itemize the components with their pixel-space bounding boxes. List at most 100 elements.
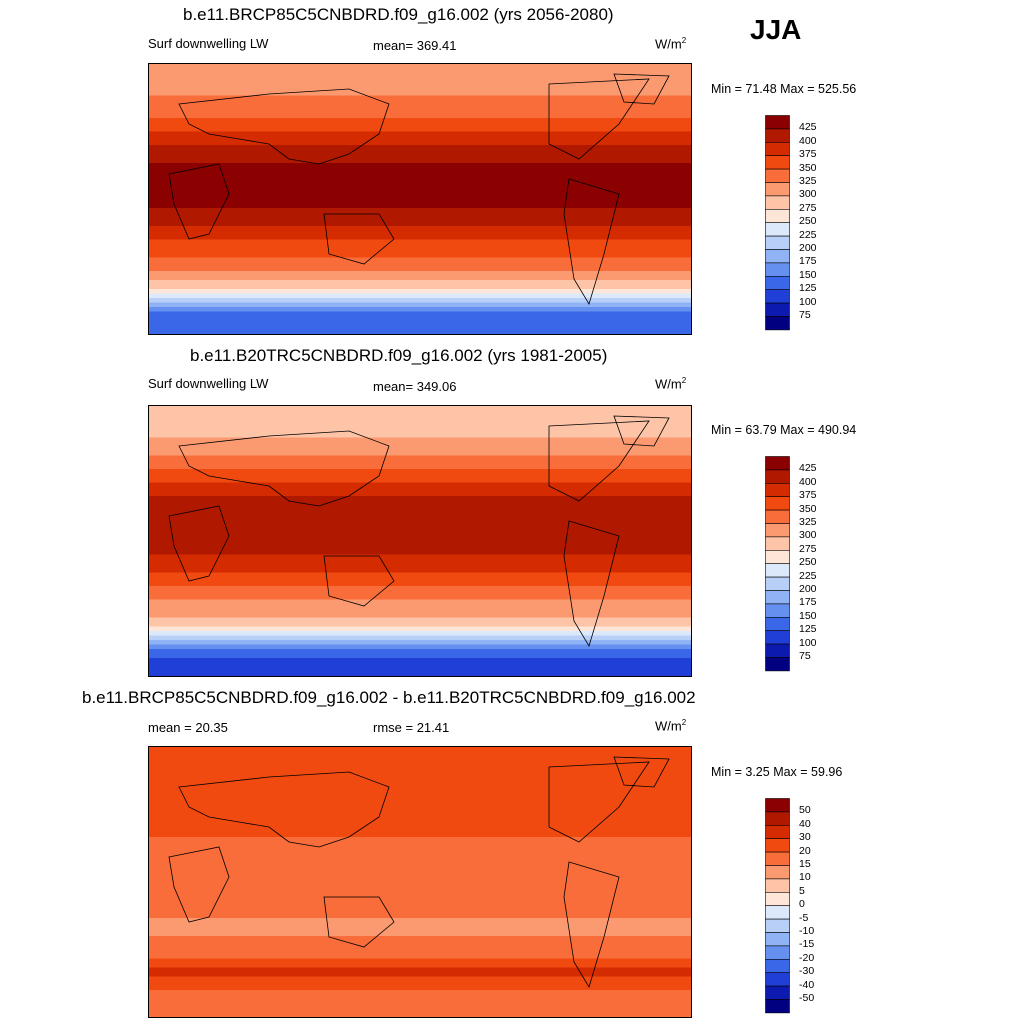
panel-1-zonal-band: [149, 217, 691, 223]
panel-3-zonal-band: [149, 765, 691, 771]
panel-1-colorbar-box: [765, 235, 790, 250]
panel-2-zonal-band: [149, 599, 691, 605]
panel-3-colorbar-label: -15: [799, 938, 815, 951]
panel-1-units: W/m2: [655, 36, 687, 52]
panel-1-coastline: [548, 78, 650, 160]
panel-3-zonal-band: [149, 837, 691, 843]
panel-1-zonal-band: [149, 266, 691, 272]
panel-1-zonal-band: [149, 149, 691, 155]
panel-1-zonal-band: [149, 325, 691, 331]
panel-3-units: W/m2: [655, 718, 687, 734]
panel-1-zonal-band: [149, 68, 691, 74]
panel-1-colorbar-label: 400: [799, 134, 817, 147]
panel-1-colorbar-label: 125: [799, 282, 817, 295]
panel-1-zonal-band: [149, 145, 691, 151]
panel-2-zonal-band: [149, 509, 691, 515]
panel-1-zonal-band: [149, 271, 691, 277]
panel-2-colorbar-box: [765, 603, 790, 618]
panel-3-zonal-band: [149, 909, 691, 915]
panel-2-zonal-band: [149, 406, 691, 412]
panel-2-zonal-band: [149, 622, 691, 628]
panel-1-colorbar-box: [765, 115, 790, 130]
panel-2-coastline: [563, 520, 620, 647]
panel-3-zonal-band: [149, 913, 691, 919]
panel-2-colorbar-label: 175: [799, 596, 817, 609]
panel-2-zonal-band: [149, 505, 691, 511]
panel-1-zonal-band: [149, 320, 691, 326]
panel-3-zonal-band: [149, 873, 691, 879]
panel-2-colorbar-label: 75: [799, 650, 811, 662]
panel-1-colorbar-box: [765, 302, 790, 317]
panel-1-colorbar-box: [765, 128, 790, 143]
panel-2-zonal-band: [149, 604, 691, 610]
panel-1-zonal-band: [149, 289, 691, 295]
panel-2-minmax: Min = 63.79 Max = 490.94: [711, 423, 857, 437]
panel-3-zonal-band: [149, 999, 691, 1005]
panel-3-colorbar-label: 20: [799, 844, 811, 857]
panel-1-variable-label: Surf downwelling LW: [148, 36, 269, 51]
panel-2-colorbar-box: [765, 617, 790, 632]
panel-2-zonal-band: [149, 640, 691, 646]
panel-1-zonal-band: [149, 190, 691, 196]
panel-3-zonal-band: [149, 958, 691, 964]
panel-3-colorbar-box: [765, 932, 790, 947]
panel-2-coastline: [548, 420, 650, 502]
panel-3-colorbar-box: [765, 892, 790, 907]
panel-1-colorbar-label: 150: [799, 268, 817, 281]
panel-1-zonal-band: [149, 154, 691, 160]
panel-2-zonal-band: [149, 649, 691, 655]
panel-1-map: [148, 63, 692, 335]
panel-1-zonal-band: [149, 239, 691, 245]
panel-1-zonal-band: [149, 122, 691, 128]
panel-2-heatmap: [149, 406, 691, 676]
panel-1-colorbar-label: 425: [799, 121, 817, 134]
panel-1-zonal-band: [149, 280, 691, 286]
panel-2-title: b.e11.B20TRC5CNBDRD.f09_g16.002 (yrs 198…: [190, 346, 608, 365]
panel-2-zonal-band: [149, 455, 691, 461]
panel-3-coastline: [548, 761, 650, 843]
panel-1-colorbar-box: [765, 209, 790, 224]
panel-2-zonal-band: [149, 496, 691, 502]
panel-3-colorbar-box: [765, 985, 790, 1000]
panel-2-zonal-band: [149, 572, 691, 578]
panel-1-zonal-band: [149, 284, 691, 290]
panel-1-colorbar-label: 325: [799, 175, 817, 187]
panel-1-zonal-band: [149, 95, 691, 101]
panel-1-zonal-band: [149, 104, 691, 110]
panel-1-coastline: [178, 88, 390, 165]
panel-1-colorbar: [765, 115, 791, 336]
panel-3-colorbar-box: [765, 905, 790, 920]
panel-2-colorbar: [765, 456, 791, 677]
panel-2-zonal-band: [149, 545, 691, 551]
panel-2-zonal-band: [149, 581, 691, 587]
panel-3-zonal-band: [149, 904, 691, 910]
panel-3-zonal-band: [149, 747, 691, 753]
panel-2-zonal-band: [149, 500, 691, 506]
panel-3-colorbar-label: -30: [799, 965, 815, 978]
panel-1-colorbar-label: 175: [799, 255, 817, 268]
panel-1-zonal-band: [149, 199, 691, 205]
panel-2-zonal-band: [149, 410, 691, 416]
panel-2-zonal-band: [149, 469, 691, 475]
panel-1-zonal-band: [149, 158, 691, 164]
panel-3-colorbar-label: -50: [799, 992, 815, 1004]
panel-2-zonal-band: [149, 568, 691, 574]
panel-3-colorbar-label: 15: [799, 858, 811, 870]
panel-1-zonal-band: [149, 311, 691, 317]
panel-2-zonal-band: [149, 617, 691, 623]
panel-3-zonal-band: [149, 756, 691, 762]
panel-1-colorbar-box: [765, 262, 790, 277]
panel-3-zonal-band: [149, 990, 691, 996]
panel-1-zonal-band: [149, 329, 691, 334]
panel-1-zonal-band: [149, 176, 691, 182]
panel-3-zonal-band: [149, 841, 691, 847]
panel-3-colorbar-box: [765, 999, 790, 1014]
panel-1-zonal-band: [149, 82, 691, 88]
panel-2-zonal-band: [149, 527, 691, 533]
panel-2-colorbar-label: 200: [799, 583, 817, 595]
panel-3-zonal-band: [149, 855, 691, 861]
panel-3-zonal-band: [149, 976, 691, 982]
panel-3-coastline: [178, 771, 390, 848]
panel-1-zonal-band: [149, 316, 691, 322]
panel-1-colorbar-box: [765, 155, 790, 170]
